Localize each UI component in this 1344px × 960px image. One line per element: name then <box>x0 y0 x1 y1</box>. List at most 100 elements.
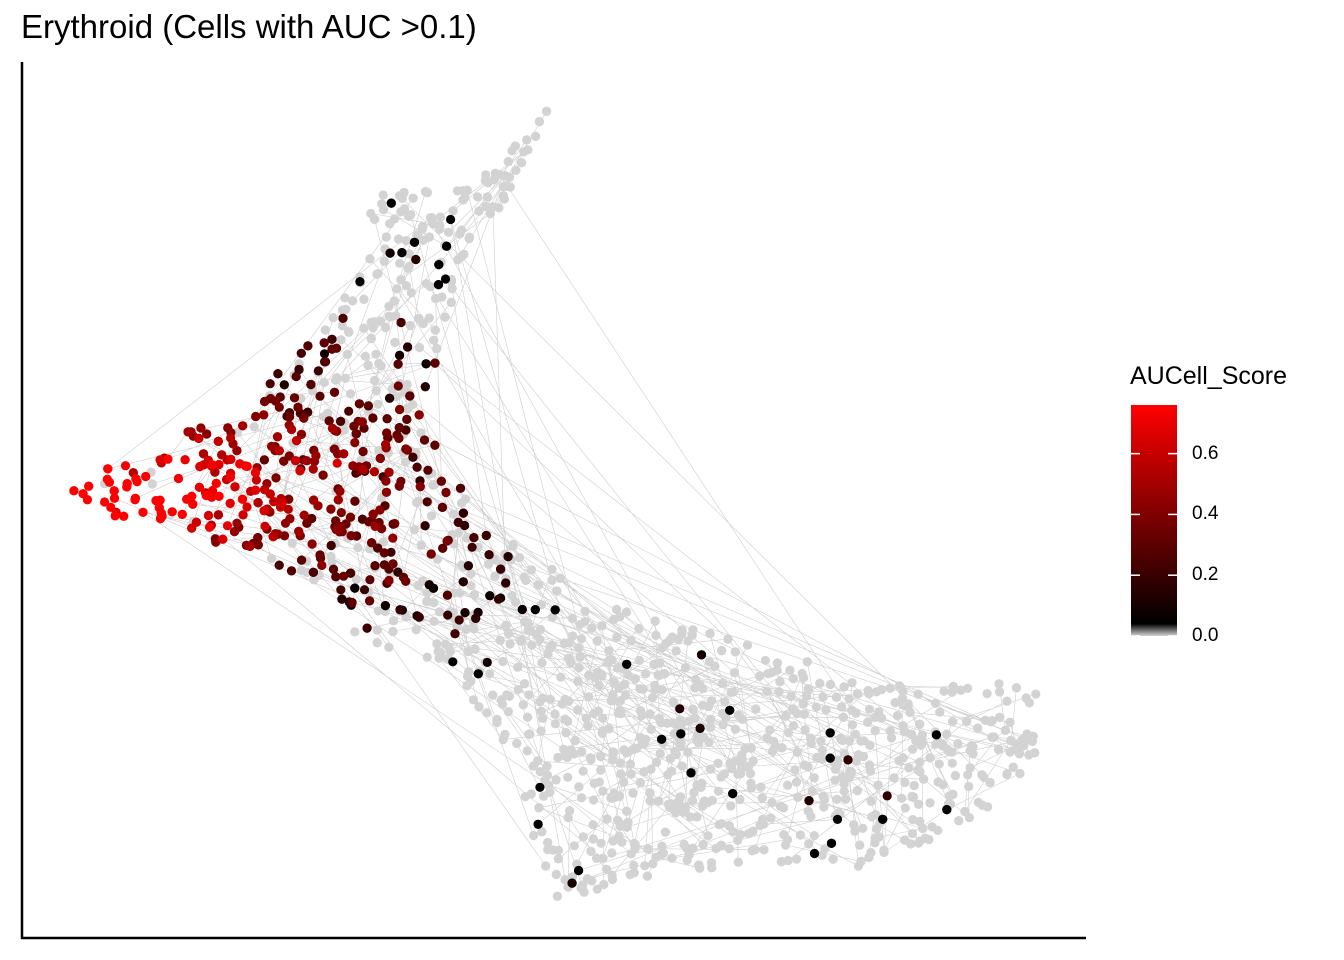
cell-point <box>537 693 548 704</box>
cell-point <box>324 416 334 426</box>
cell-point <box>416 540 426 550</box>
cell-point <box>277 498 287 508</box>
cell-point <box>844 694 854 704</box>
cell-point <box>917 730 928 740</box>
cell-point <box>607 655 617 665</box>
cell-point <box>388 616 399 626</box>
cell-point <box>537 658 547 668</box>
cell-point <box>302 456 312 466</box>
cell-point <box>388 559 398 569</box>
cell-point <box>529 830 539 841</box>
cell-point <box>608 755 618 765</box>
cell-point <box>516 158 527 168</box>
cell-point <box>337 321 347 331</box>
cell-point <box>436 476 446 486</box>
cell-point <box>194 482 204 492</box>
cell-point <box>716 840 726 850</box>
cell-point <box>698 733 709 743</box>
cell-point <box>534 803 544 813</box>
cell-point <box>433 280 444 290</box>
cell-point <box>222 521 233 531</box>
cell-point <box>578 832 588 842</box>
cell-point <box>607 848 617 858</box>
cell-point <box>420 382 430 392</box>
cell-point <box>274 402 284 412</box>
cell-point <box>384 575 394 586</box>
cell-point <box>777 743 787 753</box>
cell-point <box>242 502 252 512</box>
cell-point <box>804 796 814 806</box>
cell-point <box>766 813 776 823</box>
cell-point <box>550 605 560 615</box>
cell-point <box>964 781 974 792</box>
cell-point <box>677 625 687 635</box>
cell-point <box>679 839 689 850</box>
cell-point <box>685 812 696 822</box>
cell-point <box>359 323 369 333</box>
cell-point <box>213 510 223 520</box>
cell-point <box>395 605 405 615</box>
cell-point <box>1031 689 1041 699</box>
cell-point <box>508 541 518 551</box>
cell-point <box>469 533 479 543</box>
cell-point <box>308 464 318 474</box>
cell-point <box>308 567 318 577</box>
cell-point <box>615 705 625 716</box>
cell-point <box>341 304 351 314</box>
cell-point <box>369 467 379 477</box>
cell-point <box>462 681 472 691</box>
cell-point <box>260 396 270 407</box>
cell-point <box>346 531 356 541</box>
cell-point <box>436 649 446 659</box>
cell-point <box>474 702 484 712</box>
cell-point <box>602 814 612 824</box>
cell-point <box>559 744 569 754</box>
cell-point <box>897 793 907 803</box>
cell-point <box>319 349 330 359</box>
cell-point <box>358 465 368 475</box>
cell-point <box>482 657 492 668</box>
cell-point <box>265 379 275 389</box>
cell-point <box>372 625 382 635</box>
cell-point <box>381 487 392 497</box>
cell-point <box>103 464 113 474</box>
cell-point <box>119 511 129 521</box>
cell-point <box>950 770 961 781</box>
cell-point <box>724 844 734 854</box>
cell-point <box>553 752 563 763</box>
cell-point <box>563 812 573 823</box>
cell-point <box>931 698 941 708</box>
cell-point <box>898 686 908 697</box>
cell-point <box>915 767 925 777</box>
cell-point <box>274 560 284 570</box>
cell-point <box>673 796 683 807</box>
cell-point <box>471 613 481 624</box>
cell-point <box>730 647 740 657</box>
cell-point <box>962 716 972 727</box>
cell-point <box>675 704 685 714</box>
cell-point <box>559 638 570 648</box>
cell-point <box>772 665 782 675</box>
cell-point <box>948 681 958 692</box>
cell-point <box>646 764 656 774</box>
cell-point <box>366 334 376 344</box>
cell-point <box>440 312 450 322</box>
cell-point <box>259 455 269 465</box>
cell-point <box>320 325 330 335</box>
cell-point <box>806 738 816 748</box>
cell-point <box>339 449 349 459</box>
cell-point <box>384 467 394 477</box>
cell-point <box>816 736 826 746</box>
cell-point <box>828 854 838 864</box>
cell-point <box>837 735 848 746</box>
cell-point <box>847 678 857 688</box>
cell-point <box>138 507 148 517</box>
cell-point <box>825 753 835 763</box>
cell-point <box>856 856 866 867</box>
cell-point <box>762 733 773 743</box>
cell-point <box>372 638 382 648</box>
cell-point <box>885 683 895 693</box>
cell-point <box>825 679 836 690</box>
cell-point <box>662 718 672 728</box>
cell-point <box>599 879 609 890</box>
